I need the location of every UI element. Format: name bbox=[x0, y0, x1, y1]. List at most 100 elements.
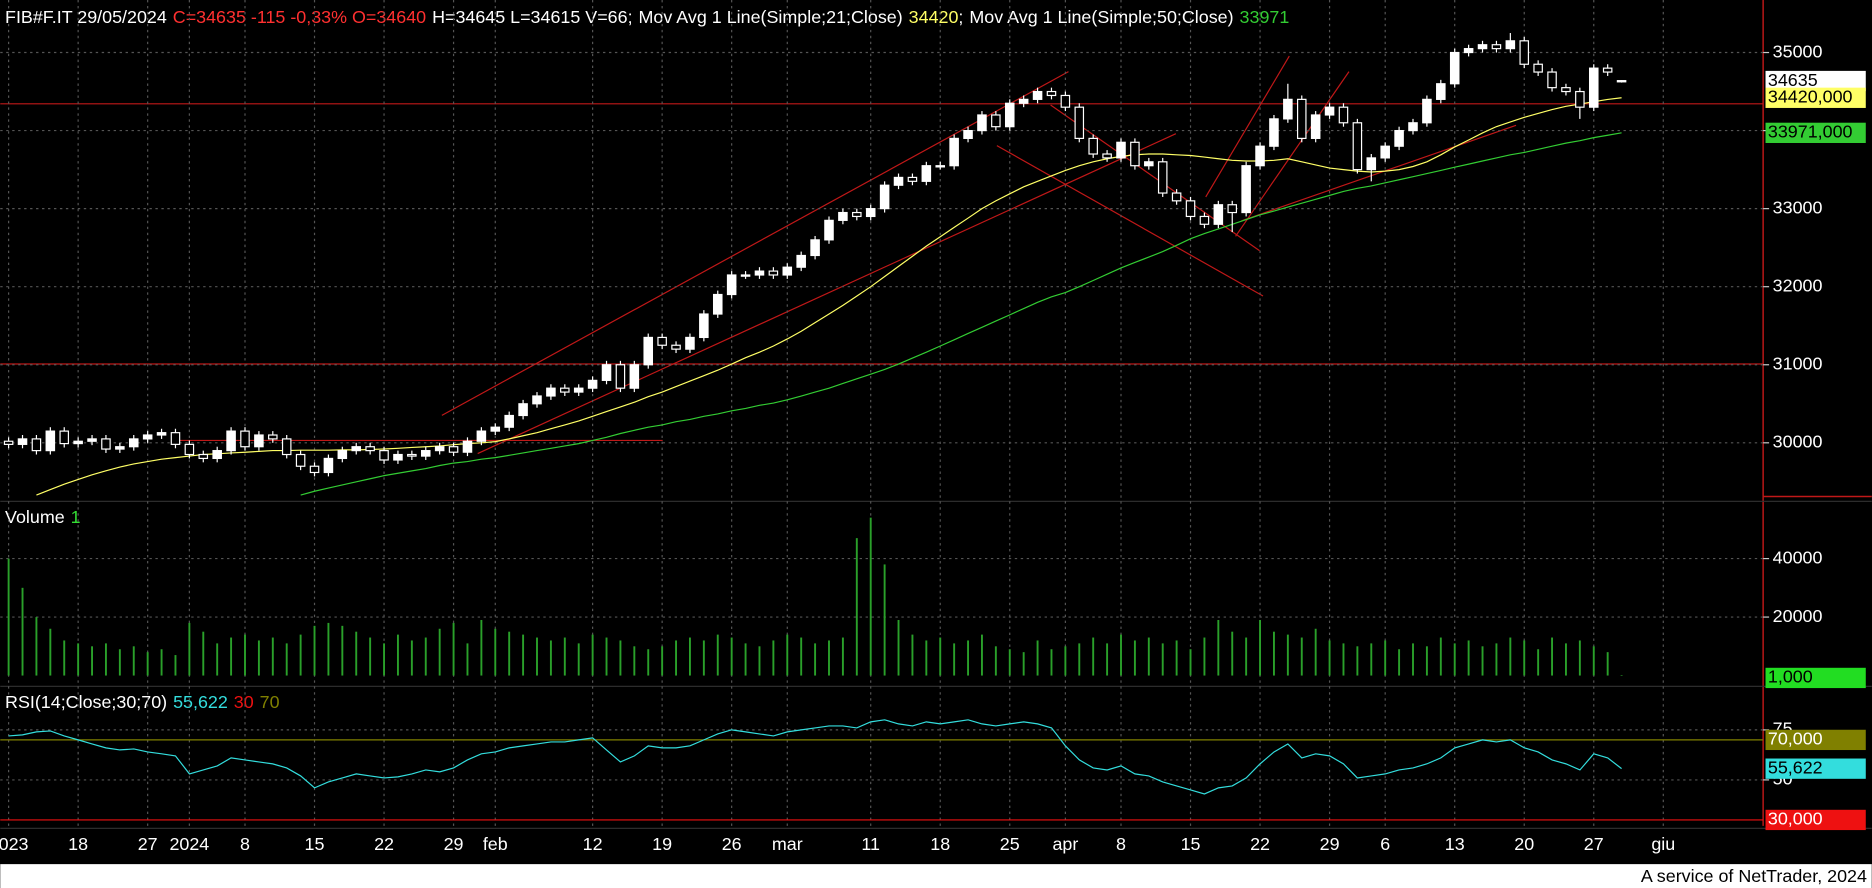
candle-body bbox=[1171, 192, 1182, 202]
volume-bar bbox=[63, 640, 66, 676]
volume-bar bbox=[7, 558, 10, 676]
x-tick-label: 27 bbox=[1584, 834, 1604, 854]
candle-body bbox=[921, 165, 932, 182]
candle-body bbox=[379, 450, 389, 461]
volume-bar bbox=[1412, 643, 1414, 676]
volume-bar bbox=[828, 640, 830, 676]
candle-body bbox=[1352, 122, 1363, 171]
candle-body bbox=[1102, 153, 1112, 159]
candle-body bbox=[1436, 83, 1446, 100]
axis-box: 1,000 bbox=[1768, 667, 1813, 687]
candle-body bbox=[170, 432, 181, 445]
volume-bar bbox=[1620, 675, 1623, 676]
candle-body bbox=[782, 266, 793, 276]
candle-body bbox=[1561, 87, 1571, 93]
volume-bar bbox=[814, 643, 817, 676]
candle-body bbox=[407, 453, 417, 457]
candle-body bbox=[240, 430, 250, 448]
volume-bar bbox=[21, 587, 24, 676]
candle-body bbox=[1269, 118, 1279, 147]
candle-body bbox=[1130, 141, 1140, 167]
candle-body bbox=[1588, 67, 1599, 108]
x-tick-label: 13 bbox=[1445, 834, 1465, 854]
candle-body bbox=[949, 137, 959, 167]
volume-bar bbox=[953, 643, 956, 676]
candle-body bbox=[73, 440, 83, 445]
x-tick-label: 15 bbox=[305, 834, 325, 854]
volume-bar bbox=[1551, 637, 1554, 676]
candle-body bbox=[977, 114, 987, 132]
volume-bar bbox=[396, 634, 399, 676]
candle-body bbox=[1477, 44, 1488, 50]
candle-body bbox=[1199, 215, 1210, 225]
volume-bar bbox=[1286, 634, 1289, 676]
candle-body bbox=[156, 432, 167, 436]
candle-body bbox=[740, 274, 751, 277]
candle-body bbox=[420, 450, 431, 457]
candle-body bbox=[671, 344, 681, 350]
volume-bar bbox=[1467, 640, 1470, 676]
candle-body bbox=[1157, 161, 1168, 194]
volume-bar bbox=[299, 634, 302, 676]
level-label-box bbox=[1765, 809, 1866, 831]
x-tick-label: 22 bbox=[1250, 834, 1270, 854]
x-tick-label: 29 bbox=[444, 834, 464, 854]
candle-body bbox=[1338, 106, 1349, 124]
x-tick-label: 26 bbox=[722, 834, 742, 854]
volume-bar bbox=[285, 643, 288, 676]
x-tick-label: 2024 bbox=[169, 834, 209, 854]
x-tick-label: feb bbox=[483, 834, 508, 854]
volume-bar bbox=[591, 634, 594, 676]
last-price: 34635 bbox=[1768, 70, 1818, 90]
symbol: FIB#F.IT 29/05/2024 bbox=[5, 7, 167, 27]
candle-body bbox=[685, 336, 695, 350]
volume-bar bbox=[438, 628, 441, 676]
candle-body bbox=[323, 457, 334, 474]
separator: ; bbox=[958, 7, 963, 27]
volume-bar bbox=[327, 622, 330, 676]
candle-body bbox=[865, 208, 876, 218]
volume-bar bbox=[1245, 637, 1248, 676]
candle-body bbox=[838, 211, 848, 221]
panel-borders bbox=[0, 0, 1872, 829]
volume-bar bbox=[1189, 649, 1192, 676]
candle-body bbox=[1394, 129, 1404, 147]
volume-bar bbox=[1328, 640, 1331, 676]
x-tick-label: 8 bbox=[1116, 834, 1126, 854]
candle-body bbox=[629, 364, 640, 389]
candle-body bbox=[1616, 80, 1627, 83]
candle-body bbox=[226, 430, 236, 452]
volume-bar bbox=[77, 643, 80, 676]
candle-body bbox=[893, 176, 904, 186]
x-tick-label: 12 bbox=[583, 834, 603, 854]
volume-bar bbox=[1398, 649, 1401, 676]
y-tick-label: 40000 bbox=[1773, 547, 1823, 567]
x-tick-label: 22 bbox=[374, 834, 394, 854]
x-tick-label: 2023 bbox=[0, 834, 29, 854]
volume-bar bbox=[1578, 640, 1581, 676]
candle-body bbox=[601, 364, 612, 381]
trend-line bbox=[441, 71, 1069, 416]
volume-bar bbox=[786, 634, 789, 676]
volume-bar bbox=[1050, 649, 1053, 676]
volume-bar bbox=[1106, 643, 1109, 676]
ma-last-box bbox=[1765, 122, 1866, 143]
candle-body bbox=[59, 430, 70, 445]
volume-bar bbox=[841, 637, 844, 676]
volume-bar bbox=[702, 640, 705, 676]
rsi-line bbox=[8, 719, 1622, 795]
volume-bar bbox=[341, 625, 344, 676]
volume-bar bbox=[675, 640, 677, 676]
y-tick-label: 20000 bbox=[1773, 606, 1823, 626]
volume-bar bbox=[1384, 640, 1387, 676]
volume-bar bbox=[383, 643, 385, 676]
candle-body bbox=[1018, 98, 1029, 104]
candle-body bbox=[1491, 44, 1502, 50]
volume-bar bbox=[49, 628, 52, 676]
volume-bar bbox=[1453, 643, 1456, 676]
candle-body bbox=[935, 165, 946, 168]
level-label: 70,000 bbox=[1768, 729, 1823, 749]
volume-bar bbox=[1078, 643, 1081, 676]
candle-body bbox=[518, 403, 528, 417]
